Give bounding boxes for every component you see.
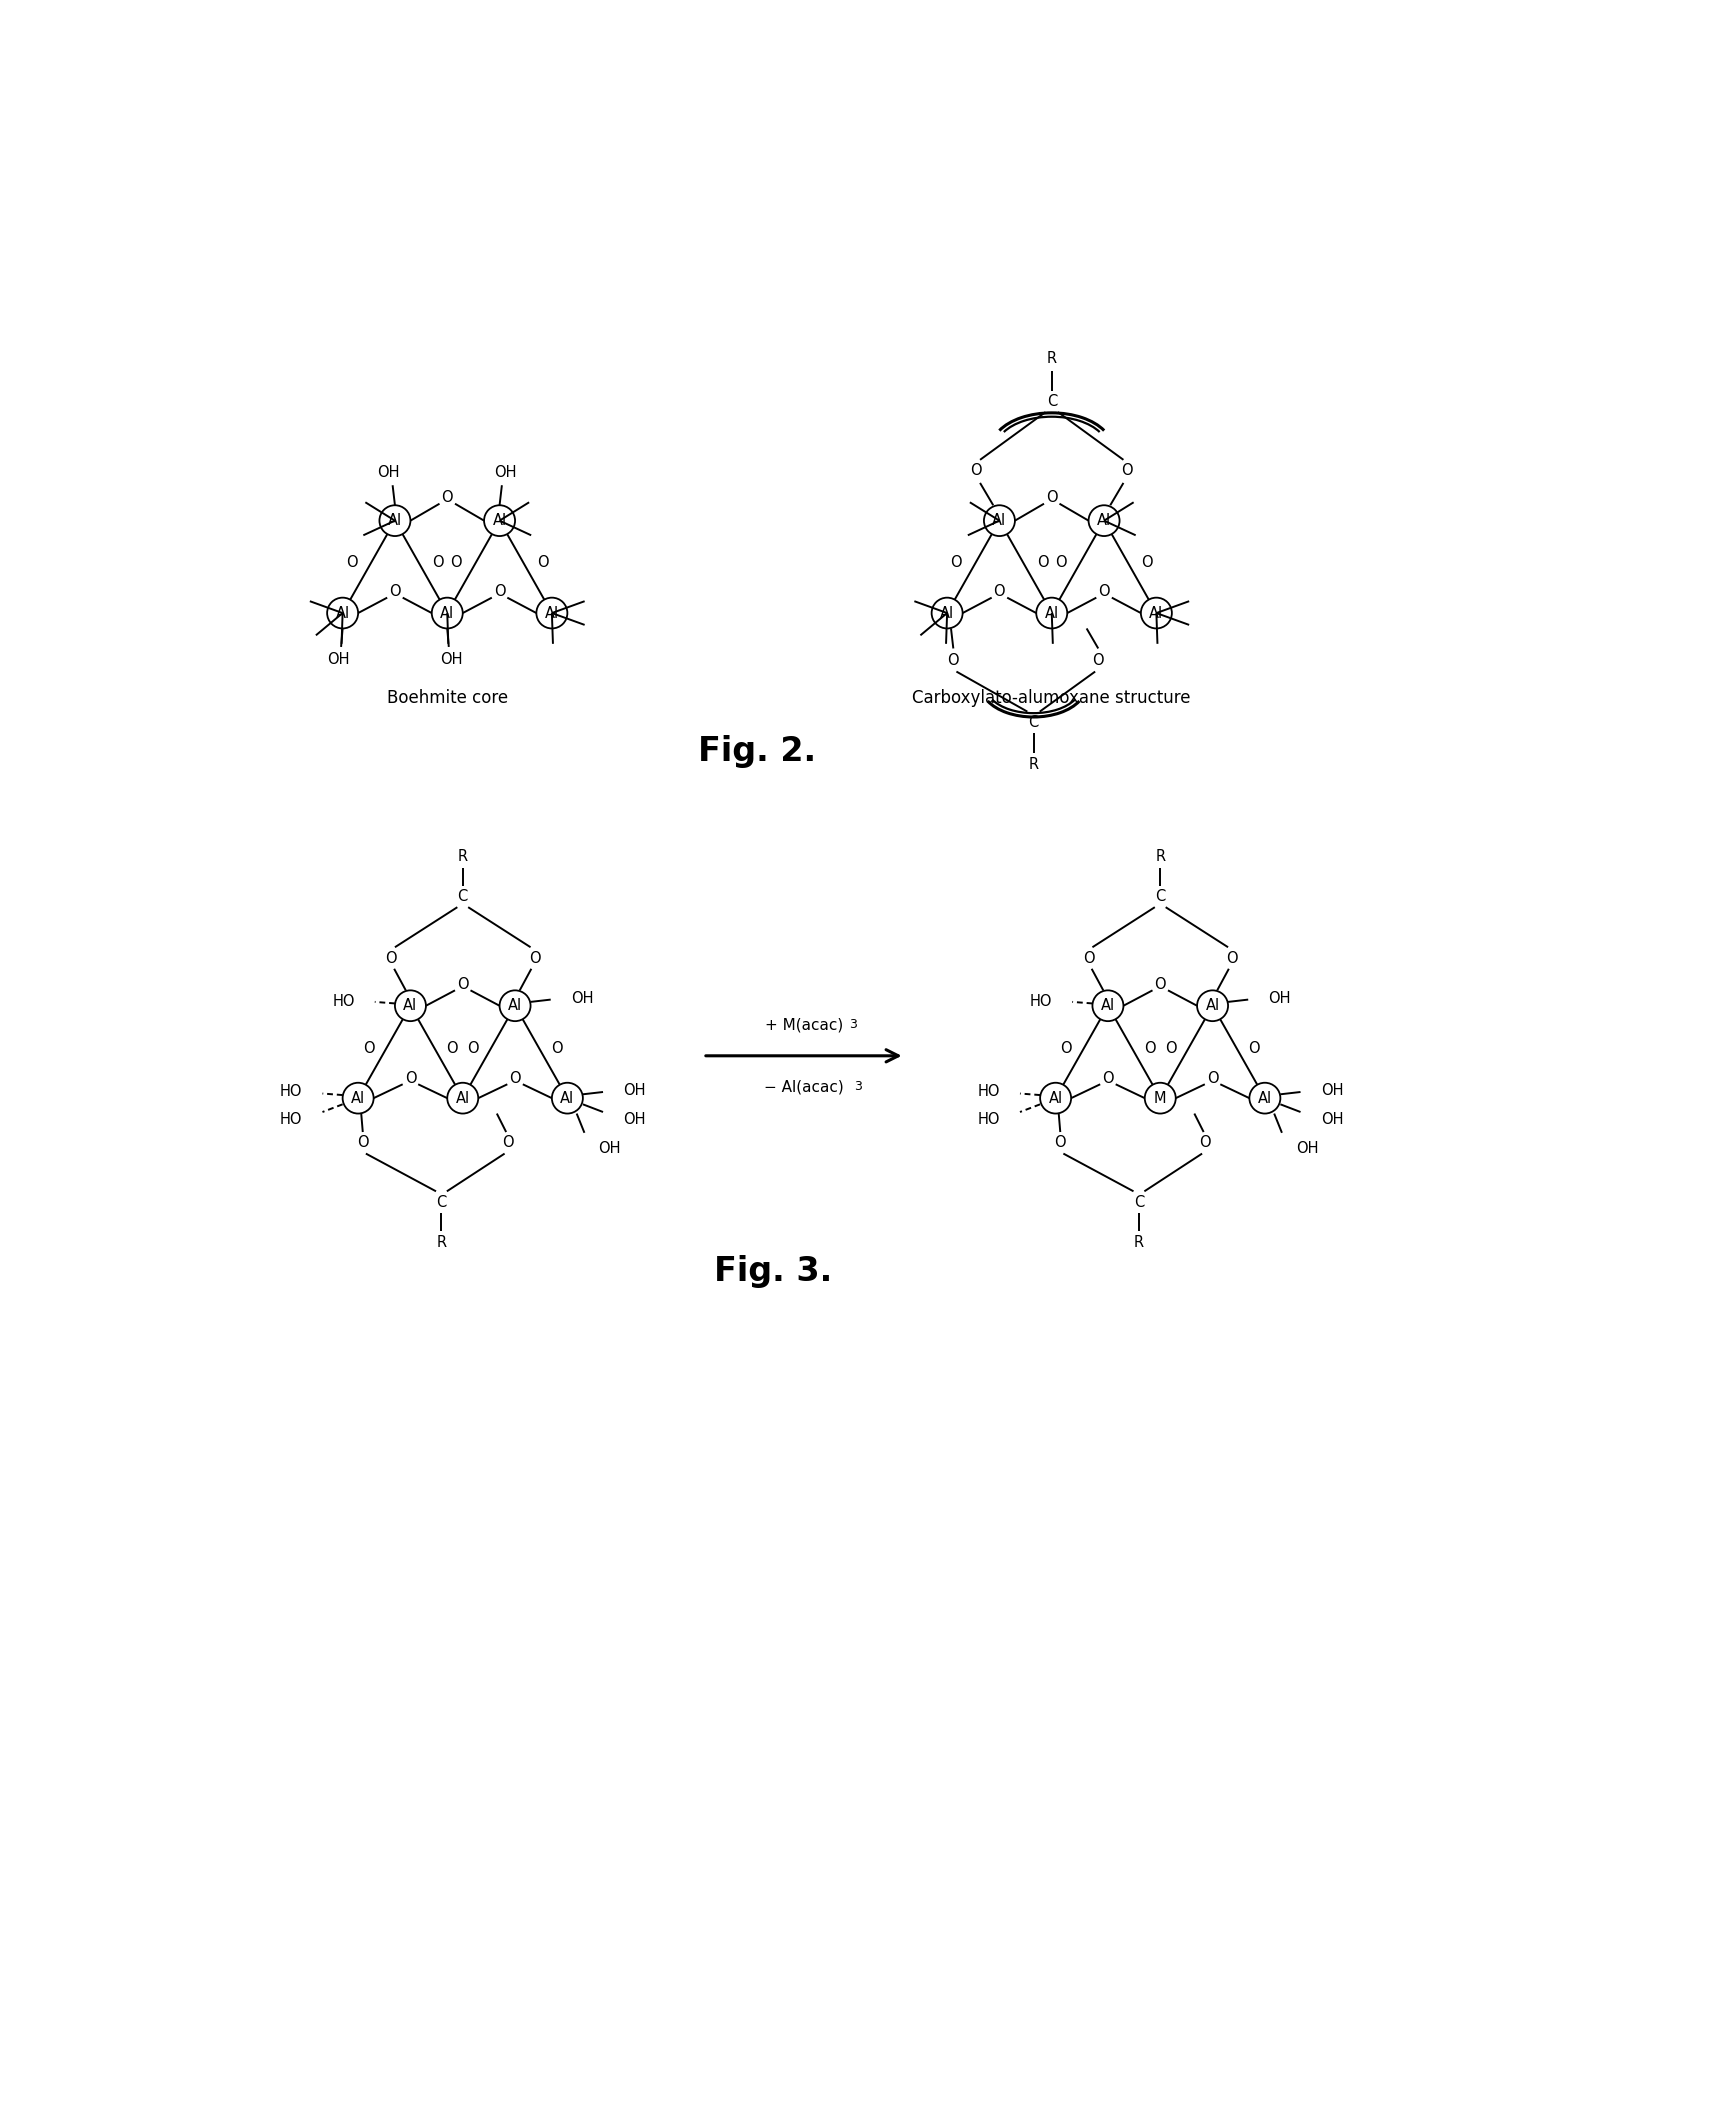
Text: O: O <box>405 1071 416 1086</box>
Text: Al: Al <box>493 512 507 529</box>
Text: O: O <box>357 1135 369 1150</box>
Text: 3: 3 <box>854 1080 862 1092</box>
Text: OH: OH <box>598 1141 620 1156</box>
Text: 3: 3 <box>849 1018 857 1031</box>
Text: Fig. 2.: Fig. 2. <box>698 735 816 767</box>
Text: Al: Al <box>1048 1090 1063 1105</box>
Text: OH: OH <box>378 465 400 480</box>
Text: O: O <box>1165 1041 1177 1056</box>
Text: Al: Al <box>455 1090 469 1105</box>
Text: O: O <box>1154 978 1167 992</box>
Text: O: O <box>1206 1071 1218 1086</box>
Text: OH: OH <box>1321 1084 1343 1099</box>
Text: C: C <box>1029 714 1039 729</box>
Text: + M(acac): + M(acac) <box>765 1018 844 1033</box>
Text: O: O <box>385 950 397 965</box>
Text: R: R <box>457 848 467 865</box>
Text: R: R <box>1154 848 1165 865</box>
Text: HO: HO <box>978 1084 1000 1099</box>
Text: OH: OH <box>624 1111 646 1126</box>
Text: O: O <box>538 555 548 570</box>
Text: Al: Al <box>1045 606 1058 620</box>
Text: O: O <box>1038 555 1048 570</box>
Text: O: O <box>1098 584 1110 599</box>
Text: O: O <box>442 491 454 506</box>
Text: Al: Al <box>993 512 1007 529</box>
Text: OH: OH <box>1295 1141 1318 1156</box>
Text: R: R <box>1029 756 1039 771</box>
Text: Al: Al <box>440 606 454 620</box>
Text: Al: Al <box>350 1090 366 1105</box>
Text: O: O <box>948 652 959 667</box>
Text: O: O <box>1227 950 1237 965</box>
Text: O: O <box>447 1041 459 1056</box>
Text: OH: OH <box>440 652 462 667</box>
Text: HO: HO <box>1029 995 1051 1009</box>
Text: Fig. 3.: Fig. 3. <box>713 1256 832 1288</box>
Text: R: R <box>1134 1235 1144 1250</box>
Text: M: M <box>1154 1090 1167 1105</box>
Text: O: O <box>1141 555 1153 570</box>
Text: C: C <box>1154 888 1165 903</box>
Text: Al: Al <box>1098 512 1112 529</box>
Text: Al: Al <box>335 606 350 620</box>
Text: C: C <box>1046 393 1057 408</box>
Text: O: O <box>1103 1071 1113 1086</box>
Text: C: C <box>1134 1194 1144 1209</box>
Text: O: O <box>1144 1041 1156 1056</box>
Text: C: C <box>436 1194 447 1209</box>
Text: O: O <box>1082 950 1094 965</box>
Text: O: O <box>1055 1135 1067 1150</box>
Text: O: O <box>509 1071 521 1086</box>
Text: O: O <box>1046 491 1058 506</box>
Text: HO: HO <box>280 1111 302 1126</box>
Text: O: O <box>950 555 962 570</box>
Text: OH: OH <box>570 990 593 1005</box>
Text: Al: Al <box>545 606 558 620</box>
Text: Al: Al <box>1101 999 1115 1014</box>
Text: OH: OH <box>328 652 350 667</box>
Text: O: O <box>1055 555 1067 570</box>
Text: Al: Al <box>560 1090 574 1105</box>
Text: OH: OH <box>624 1084 646 1099</box>
Text: O: O <box>529 950 539 965</box>
Text: Boehmite core: Boehmite core <box>387 688 509 708</box>
Text: R: R <box>436 1235 447 1250</box>
Text: Al: Al <box>1258 1090 1271 1105</box>
Text: O: O <box>971 463 983 478</box>
Text: O: O <box>1122 463 1134 478</box>
Text: OH: OH <box>495 465 517 480</box>
Text: O: O <box>457 978 469 992</box>
Text: Al: Al <box>940 606 953 620</box>
Text: OH: OH <box>1268 990 1290 1005</box>
Text: O: O <box>493 584 505 599</box>
Text: R: R <box>1046 351 1057 365</box>
Text: − Al(acac): − Al(acac) <box>765 1080 844 1094</box>
Text: Al: Al <box>1206 999 1220 1014</box>
Text: HO: HO <box>978 1111 1000 1126</box>
Text: O: O <box>450 555 462 570</box>
Text: HO: HO <box>280 1084 302 1099</box>
Text: OH: OH <box>1321 1111 1343 1126</box>
Text: Carboxylato-alumoxane structure: Carboxylato-alumoxane structure <box>912 688 1191 708</box>
Text: O: O <box>1199 1135 1211 1150</box>
Text: HO: HO <box>332 995 354 1009</box>
Text: O: O <box>467 1041 479 1056</box>
Text: O: O <box>551 1041 562 1056</box>
Text: Al: Al <box>404 999 417 1014</box>
Text: C: C <box>457 888 467 903</box>
Text: Al: Al <box>388 512 402 529</box>
Text: O: O <box>345 555 357 570</box>
Text: O: O <box>388 584 400 599</box>
Text: O: O <box>1060 1041 1072 1056</box>
Text: O: O <box>993 584 1005 599</box>
Text: Al: Al <box>509 999 522 1014</box>
Text: O: O <box>502 1135 514 1150</box>
Text: O: O <box>1093 652 1105 667</box>
Text: O: O <box>433 555 443 570</box>
Text: O: O <box>1249 1041 1259 1056</box>
Text: O: O <box>362 1041 375 1056</box>
Text: Al: Al <box>1149 606 1163 620</box>
